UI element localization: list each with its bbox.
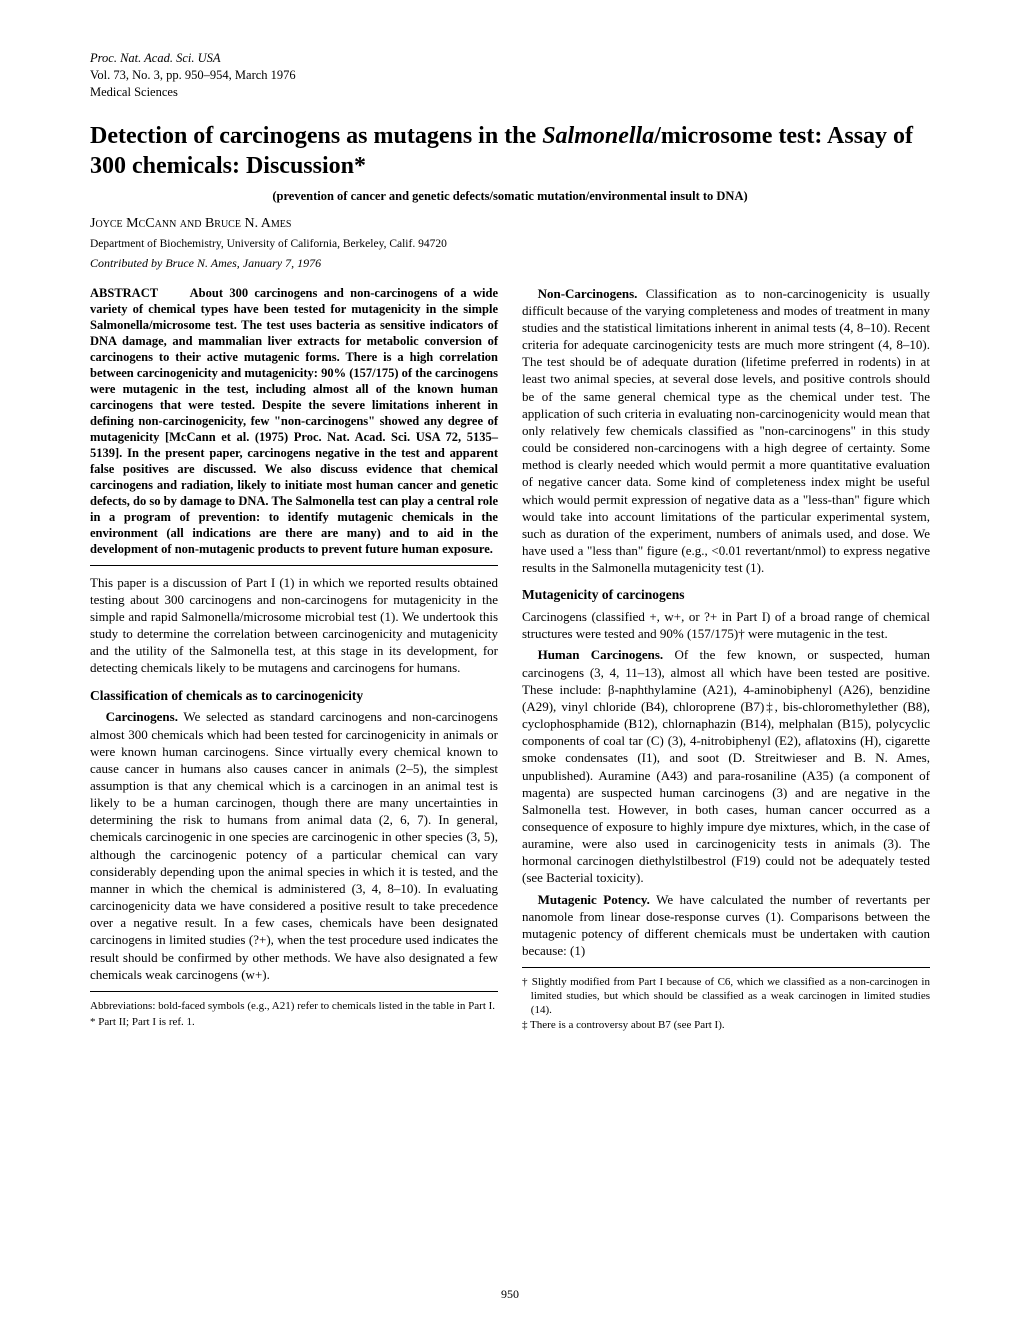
footnotes-left: Abbreviations: bold-faced symbols (e.g.,… (90, 1000, 498, 1030)
carcinogens-text: We selected as standard carcinogens and … (90, 709, 498, 981)
carcinogens-run-in: Carcinogens. (106, 709, 178, 724)
human-carcinogens-paragraph: Human Carcinogens. Of the few known, or … (522, 646, 930, 886)
article-title: Detection of carcinogens as mutagens in … (90, 121, 930, 181)
title-genus: Salmonella (542, 123, 654, 149)
abstract-rule (90, 565, 498, 566)
abstract: ABSTRACT About 300 carcinogens and non-c… (90, 285, 498, 557)
mutagenicity-intro: Carcinogens (classified +, w+, or ?+ in … (522, 608, 930, 642)
header-line-3: Medical Sciences (90, 84, 930, 101)
footnote-rule-left (90, 991, 498, 992)
noncarcinogens-text: Classification as to non-carcinogenicity… (522, 286, 930, 576)
footnotes-right: † Slightly modified from Part I because … (522, 976, 930, 1033)
footnote-abbrev: Abbreviations: bold-faced symbols (e.g.,… (90, 1000, 498, 1014)
section-heading-mutagenicity: Mutagenicity of carcinogens (522, 586, 930, 604)
page-number: 950 (0, 1287, 1020, 1302)
right-footnotes-block: † Slightly modified from Part I because … (522, 967, 930, 1033)
title-part-1: Detection of carcinogens as mutagens in … (90, 123, 542, 149)
mutagenic-potency-paragraph: Mutagenic Potency. We have calculated th… (522, 891, 930, 960)
article-subtitle: (prevention of cancer and genetic defect… (90, 189, 930, 204)
human-carcinogens-run-in: Human Carcinogens. (538, 647, 664, 662)
abstract-body: About 300 carcinogens and non-carcinogen… (90, 286, 498, 556)
intro-paragraph: This paper is a discussion of Part I (1)… (90, 574, 498, 677)
header-line-1: Proc. Nat. Acad. Sci. USA (90, 50, 930, 67)
abstract-label: ABSTRACT (90, 286, 158, 300)
section-heading-classification: Classification of chemicals as to carcin… (90, 687, 498, 705)
page: Proc. Nat. Acad. Sci. USA Vol. 73, No. 3… (0, 0, 1020, 1320)
author-list: Joyce McCann and Bruce N. Ames (90, 216, 930, 232)
affiliation: Department of Biochemistry, University o… (90, 238, 930, 250)
carcinogens-paragraph: Carcinogens. We selected as standard car… (90, 708, 498, 983)
footnote-rule-right (522, 967, 930, 968)
journal-header: Proc. Nat. Acad. Sci. USA Vol. 73, No. 3… (90, 50, 930, 101)
footnote-star: * Part II; Part I is ref. 1. (90, 1016, 498, 1030)
human-carcinogens-text: Of the few known, or suspected, human ca… (522, 647, 930, 885)
noncarcinogens-paragraph: Non-Carcinogens. Classification as to no… (522, 285, 930, 577)
body-columns: ABSTRACT About 300 carcinogens and non-c… (90, 285, 930, 1034)
mutagenic-potency-run-in: Mutagenic Potency. (538, 892, 650, 907)
noncarcinogens-run-in: Non-Carcinogens. (538, 286, 638, 301)
left-footnotes-block: Abbreviations: bold-faced symbols (e.g.,… (90, 991, 498, 1030)
footnote-dagger: † Slightly modified from Part I because … (522, 976, 930, 1017)
contributed-by: Contributed by Bruce N. Ames, January 7,… (90, 256, 930, 271)
footnote-ddagger: ‡ There is a controversy about B7 (see P… (522, 1019, 930, 1033)
header-line-2: Vol. 73, No. 3, pp. 950–954, March 1976 (90, 67, 930, 84)
